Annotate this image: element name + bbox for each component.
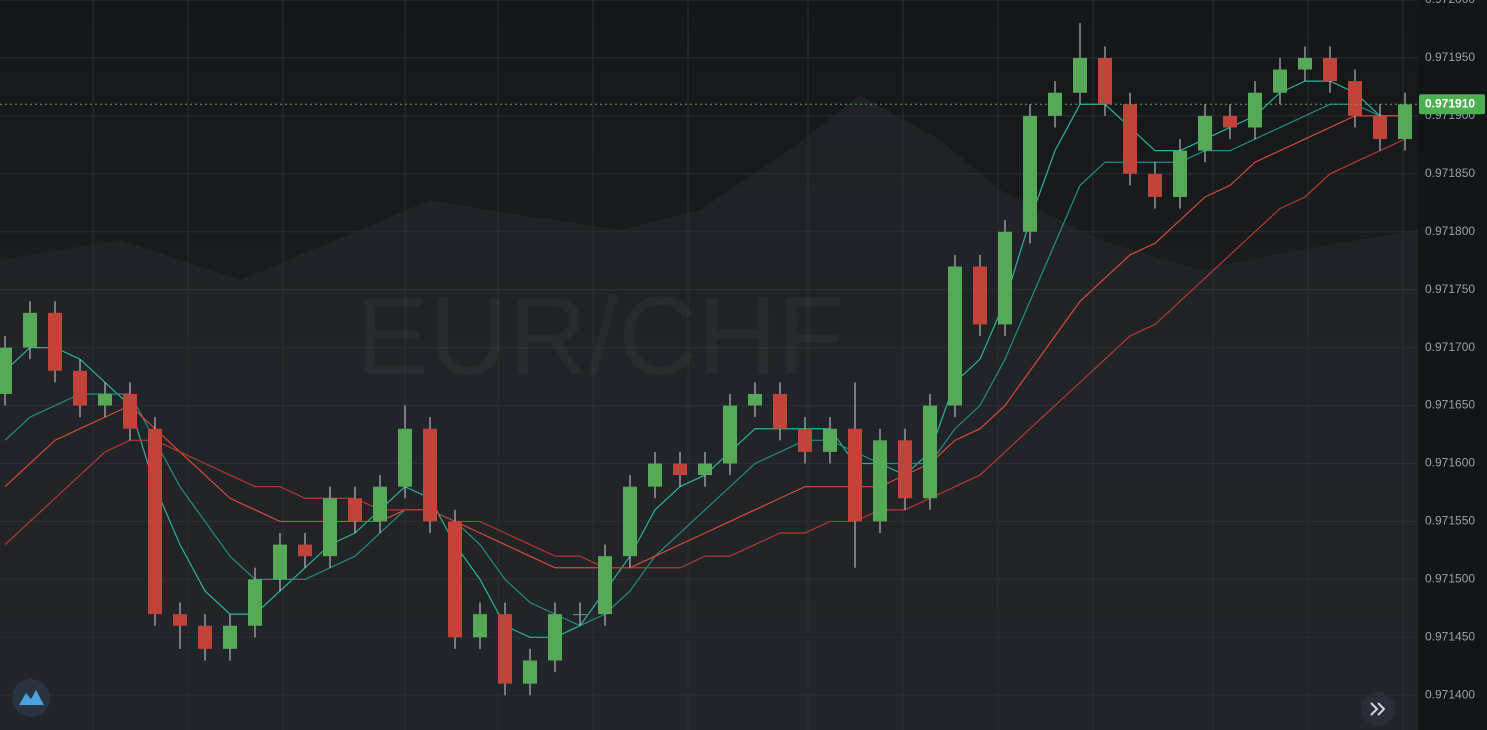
candle-body [598,556,612,615]
candle-body [248,579,262,626]
y-tick-label: 0.971750 [1425,282,1475,296]
y-tick-label: 0.971950 [1425,50,1475,64]
y-tick-label: 0.971550 [1425,514,1475,528]
y-tick-label: 0.971400 [1425,687,1475,701]
candle-body [73,370,87,406]
candle-body [923,405,937,499]
candle-body [1348,81,1362,116]
candle-body [973,266,987,325]
price-axis [1418,0,1487,730]
candle-body [1123,104,1137,174]
last-price-tag [1419,94,1485,115]
candle-body [673,463,687,476]
candle-body [573,614,587,616]
candle-body [723,405,737,464]
y-tick-label: 0.971500 [1425,572,1475,586]
plot [0,23,1418,696]
candle-body [1298,57,1312,70]
candle-body [748,393,762,406]
candle-body [798,428,812,452]
candle-body [0,347,12,394]
candle-body [1398,104,1412,140]
candle-body [148,428,162,615]
candle-body [23,312,37,348]
candle-body [948,266,962,406]
y-tick-label: 0.971850 [1425,166,1475,180]
candle-body [648,463,662,487]
candle-body [48,312,62,371]
candle-body [1323,57,1337,82]
candle-body [523,660,537,684]
candle-body [398,428,412,487]
candle-body [998,231,1012,325]
candle-body [473,614,487,638]
logo[interactable] [12,679,50,717]
last-price-label: 0.971910 [1425,96,1475,110]
candle-body [1273,69,1287,93]
candle-body [98,393,112,406]
grid [0,0,1418,730]
candle-body [623,486,637,557]
y-tick-label: 0.971450 [1425,629,1475,643]
y-tick-label: 0.971600 [1425,456,1475,470]
y-tick-label: 0.971700 [1425,340,1475,354]
candle-body [273,544,287,580]
candle-body [1248,92,1262,128]
candle-body [1023,115,1037,232]
candle-body [298,544,312,557]
scroll-button[interactable] [1361,692,1395,726]
moving-average [4,138,1406,569]
candle-body [1173,150,1187,197]
watermark: EUR/CHF [356,275,845,398]
y-tick-label: 0.971800 [1425,224,1475,238]
moving-average [4,115,1405,569]
candle-body [898,440,912,499]
candle-body [448,521,462,638]
candle-body [173,614,187,626]
candle-body [698,463,712,476]
candle-body [1073,57,1087,93]
y-tick-label: 0.971650 [1425,398,1475,412]
moving-average [4,103,1405,627]
candle-body [373,486,387,522]
candle-body [223,625,237,649]
y-tick-label: 0.972000 [1425,0,1475,6]
candle-body [323,498,337,557]
candle-body [1148,173,1162,197]
candle-body [773,393,787,429]
candle-body [1373,115,1387,140]
candle-body [1198,115,1212,151]
candle-body [873,440,887,522]
candle-body [198,625,212,649]
candle-body [823,428,837,452]
candle-body [1223,115,1237,128]
candle-body [848,428,862,522]
price-axis-labels: 0.971400 0.971450 0.971500 0.971550 0.971600… [1419,0,1485,701]
candle-body [548,614,562,661]
candle-body [123,393,137,429]
candle-body [348,498,362,522]
candle-body [1098,57,1112,105]
mountains [0,95,1418,730]
candle-body [498,614,512,684]
candle-body [423,428,437,522]
